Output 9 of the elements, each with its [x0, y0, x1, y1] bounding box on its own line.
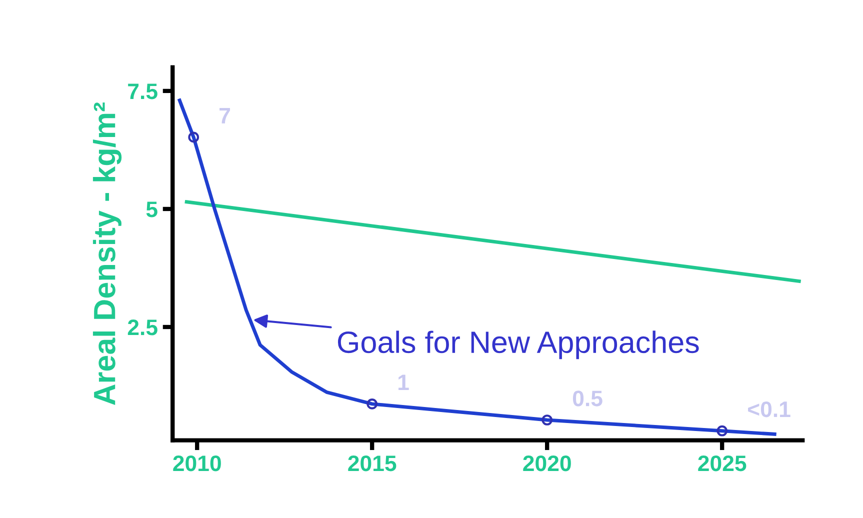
y-tick-label: 2.5 [128, 320, 158, 336]
x-tick-label: 2020 [523, 455, 571, 472]
x-tick-label: 2025 [698, 455, 746, 472]
x-tick-label: 2015 [348, 455, 396, 472]
y-tick-label: 7.5 [128, 84, 158, 100]
y-axis-title: Areal Density - kg/m² [92, 102, 122, 406]
x-tick-label: 2010 [173, 455, 221, 472]
y-tick-label: 5 [146, 202, 158, 218]
annotation: Goals for New Approaches [338, 330, 699, 360]
